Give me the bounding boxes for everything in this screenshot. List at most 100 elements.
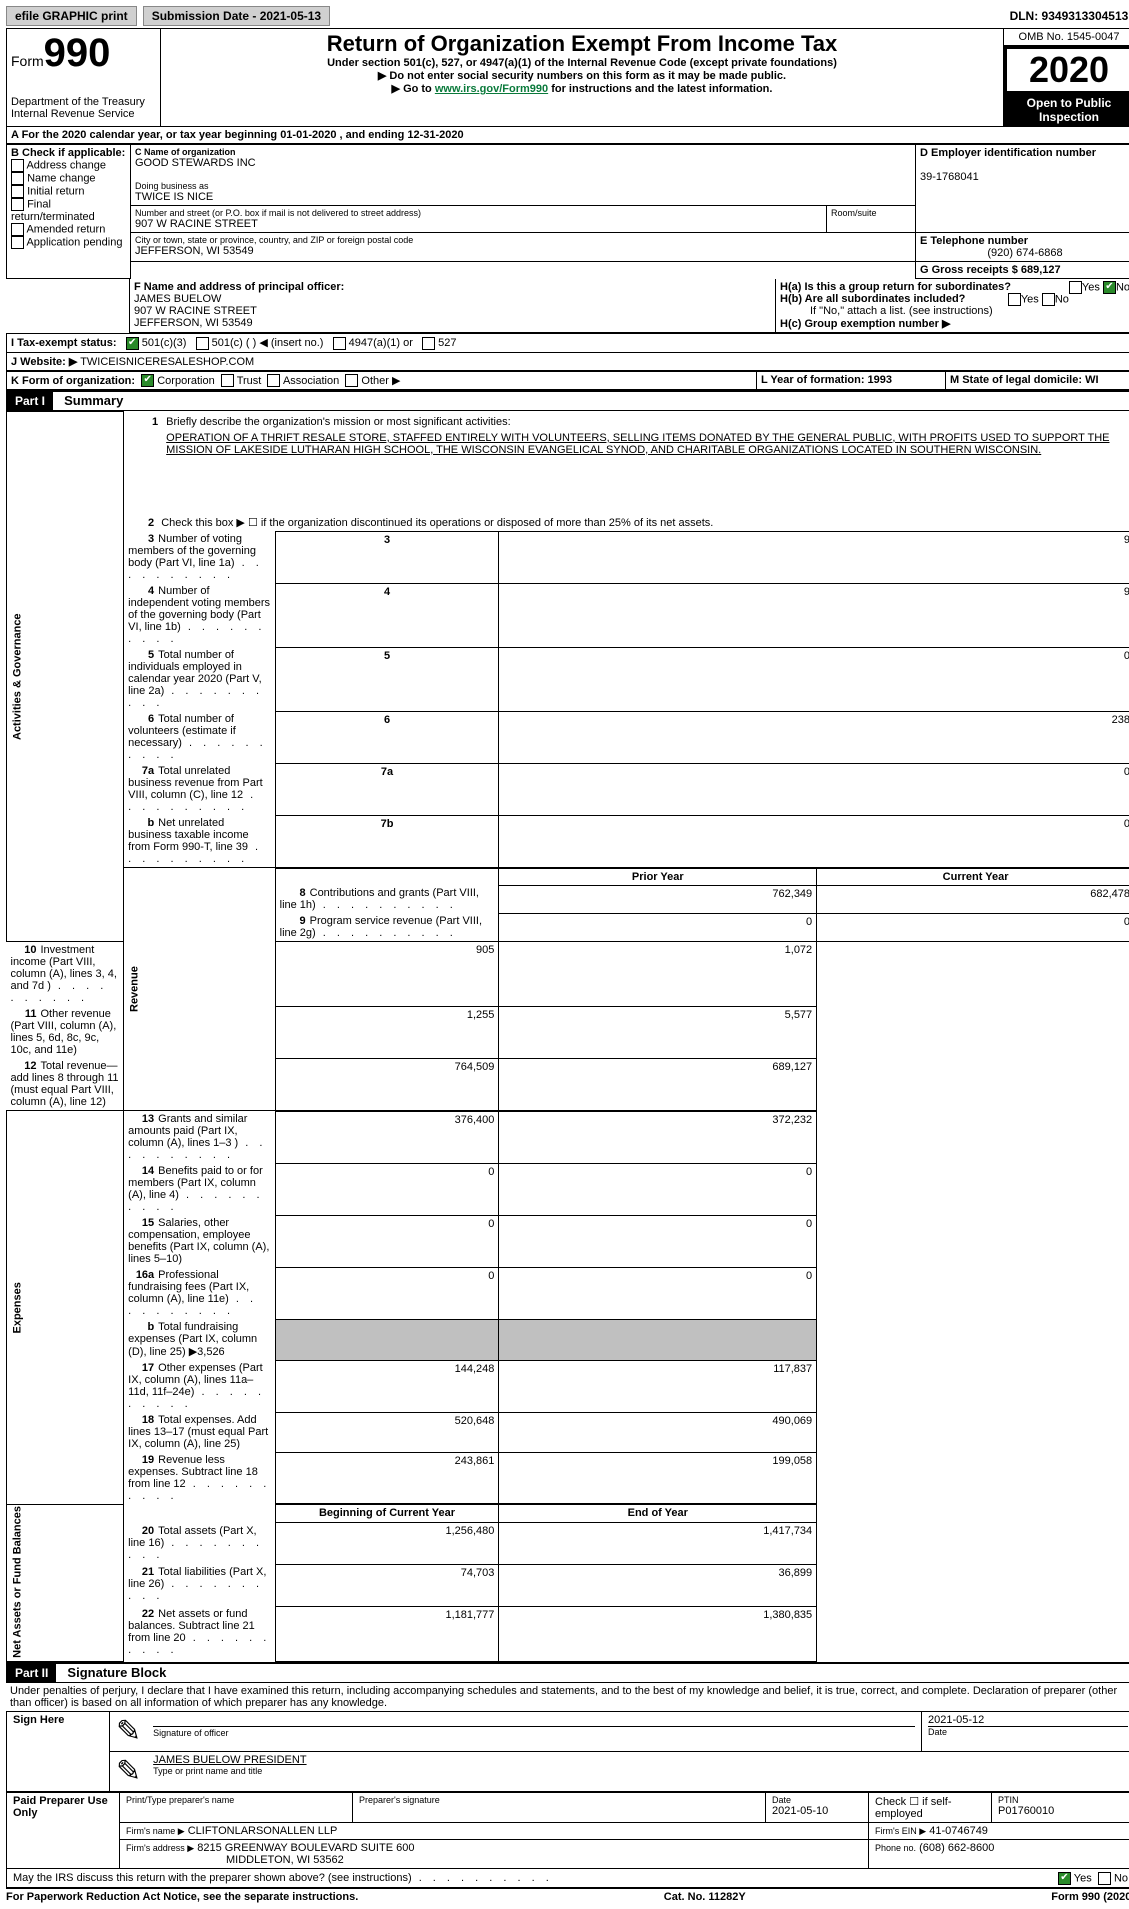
check-501c3[interactable]: ✔ [126,337,139,350]
firm-addr-label: Firm's address ▶ [126,1843,194,1853]
part1-badge: Part I [7,392,53,410]
discuss-yes[interactable]: ✔ [1058,1872,1071,1885]
officer-type-label: Type or print name and title [153,1766,1128,1776]
part2-header-row: Part II Signature Block [6,1662,1129,1683]
row-gov-3: 3Number of voting members of the governi… [7,531,1129,583]
check-address-change[interactable]: Address change [11,159,126,172]
check-other[interactable] [345,374,358,387]
officer-addr1: 907 W RACINE STREET [134,305,771,317]
preparer-table: Paid Preparer Use Only Print/Type prepar… [6,1792,1129,1869]
firm-name-label: Firm's name ▶ [126,1826,185,1836]
check-final-return[interactable]: Final return/terminated [11,198,126,223]
declaration-text: Under penalties of perjury, I declare th… [6,1683,1129,1711]
sig-date-value: 2021-05-12 [928,1714,1128,1726]
city-value: JEFFERSON, WI 53549 [135,245,911,257]
org-name: GOOD STEWARDS INC [135,157,911,169]
footer: For Paperwork Reduction Act Notice, see … [6,1888,1129,1903]
addr-value: 907 W RACINE STREET [135,218,822,230]
subtitle-3: ▶ Go to www.irs.gov/Form990 for instruct… [165,82,999,95]
sig-officer-label: Signature of officer [153,1728,228,1738]
check-self-employed[interactable]: Check ☐ if self-employed [869,1792,992,1822]
k-l-m-table: K Form of organization: ✔ Corporation Tr… [6,371,1129,391]
part2-title: Signature Block [59,1665,166,1680]
row-gov-7b: bNet unrelated business taxable income f… [7,815,1129,868]
check-association[interactable] [267,374,280,387]
footer-left: For Paperwork Reduction Act Notice, see … [6,1891,358,1903]
row-gov-5: 5Total number of individuals employed in… [7,647,1129,711]
i-label: I Tax-exempt status: [11,337,117,349]
website-value: TWICEISNICERESALESHOP.COM [80,356,254,368]
discuss-row: May the IRS discuss this return with the… [6,1869,1129,1888]
efile-button[interactable]: efile GRAPHIC print [6,6,137,26]
footer-right: Form 990 (2020) [1051,1891,1129,1903]
period-line: A For the 2020 calendar year, or tax yea… [6,127,1129,144]
form-title: Return of Organization Exempt From Incom… [165,31,999,57]
check-501c[interactable] [196,337,209,350]
check-527[interactable] [422,337,435,350]
check-amended-return[interactable]: Amended return [11,223,126,236]
h-b-note: If "No," attach a list. (see instruction… [780,305,1129,317]
date-label: Date [928,1726,1128,1737]
prep-date-value: 2021-05-10 [772,1805,862,1817]
check-initial-return[interactable]: Initial return [11,185,126,198]
dln-label: DLN: 93493133045131 [1010,9,1129,23]
d-ein-label: D Employer identification number [920,147,1129,159]
phone-value: (920) 674-6868 [920,247,1129,259]
row-exp-14: 14Benefits paid to or for members (Part … [7,1163,1129,1215]
col-prior: Prior Year [499,868,817,886]
row-exp-17: 17Other expenses (Part IX, column (A), l… [7,1360,1129,1412]
open-public-badge: Open to Public Inspection [1004,94,1129,126]
firm-name-value: CLIFTONLARSONALLEN LLP [188,1825,338,1837]
row-exp-18: 18Total expenses. Add lines 13–17 (must … [7,1412,1129,1452]
h-a-row: H(a) Is this a group return for subordin… [780,281,1129,293]
row-gov-4: 4Number of independent voting members of… [7,583,1129,647]
addr-label: Number and street (or P.O. box if mail i… [135,208,822,218]
part2-badge: Part II [7,1664,56,1682]
firm-phone-label: Phone no. [875,1843,916,1853]
subtitle-2: ▶ Do not enter social security numbers o… [165,69,999,82]
info-table: B Check if applicable: Address change Na… [6,144,1129,279]
h-c-row: H(c) Group exemption number ▶ [780,317,1129,330]
col-end: End of Year [499,1504,817,1522]
city-label: City or town, state or province, country… [135,235,911,245]
check-corporation[interactable]: ✔ [141,374,154,387]
j-label: J Website: ▶ [11,356,77,368]
l-year: L Year of formation: 1993 [757,371,946,390]
paid-preparer-label: Paid Preparer Use Only [7,1792,120,1868]
col-begin: Beginning of Current Year [275,1504,499,1522]
signature-table: Sign Here ✎ Signature of officer 2021-05… [6,1711,1129,1792]
row-net-20: 20Total assets (Part X, line 16)1,256,48… [7,1523,1129,1565]
check-4947[interactable] [333,337,346,350]
firm-addr2-value: MIDDLETON, WI 53562 [126,1854,344,1866]
officer-addr2: JEFFERSON, WI 53549 [134,317,771,329]
row-exp-15: 15Salaries, other compensation, employee… [7,1215,1129,1267]
col-current: Current Year [817,868,1129,886]
q1-label: Briefly describe the organization's miss… [162,414,1129,430]
part1-header-row: Part I Summary [6,390,1129,411]
firm-addr1-value: 8215 GREENWAY BOULEVARD SUITE 600 [197,1842,414,1854]
h-b-row: H(b) Are all subordinates included? Yes … [780,293,1129,305]
c-name-label: C Name of organization [135,147,911,157]
vlabel-exp: Expenses [7,1111,124,1505]
part1-title: Summary [56,393,123,408]
k-label: K Form of organization: [11,375,135,387]
mission-text: OPERATION OF A THRIFT RESALE STORE, STAF… [162,430,1129,458]
vlabel-net: Net Assets or Fund Balances [7,1504,124,1661]
irs-link[interactable]: www.irs.gov/Form990 [435,83,548,95]
summary-table: Activities & Governance 1Briefly describ… [6,411,1129,1661]
row-gov-6: 6Total number of volunteers (estimate if… [7,711,1129,763]
firm-ein-value: 41-0746749 [929,1825,988,1837]
subtitle-1: Under section 501(c), 527, or 4947(a)(1)… [165,57,999,69]
row-exp-16b: bTotal fundraising expenses (Part IX, co… [7,1319,1129,1360]
officer-name: JAMES BUELOW [134,293,771,305]
discuss-no[interactable] [1098,1872,1111,1885]
tax-year: 2020 [1004,46,1129,94]
sign-here-label: Sign Here [7,1711,110,1791]
check-application-pending[interactable]: Application pending [11,236,126,249]
prep-sig-label: Preparer's signature [359,1795,759,1805]
check-name-change[interactable]: Name change [11,172,126,185]
m-state: M State of legal domicile: WI [946,371,1129,390]
check-trust[interactable] [221,374,234,387]
e-phone-label: E Telephone number [920,235,1129,247]
submission-date-button[interactable]: Submission Date - 2021-05-13 [143,6,330,26]
